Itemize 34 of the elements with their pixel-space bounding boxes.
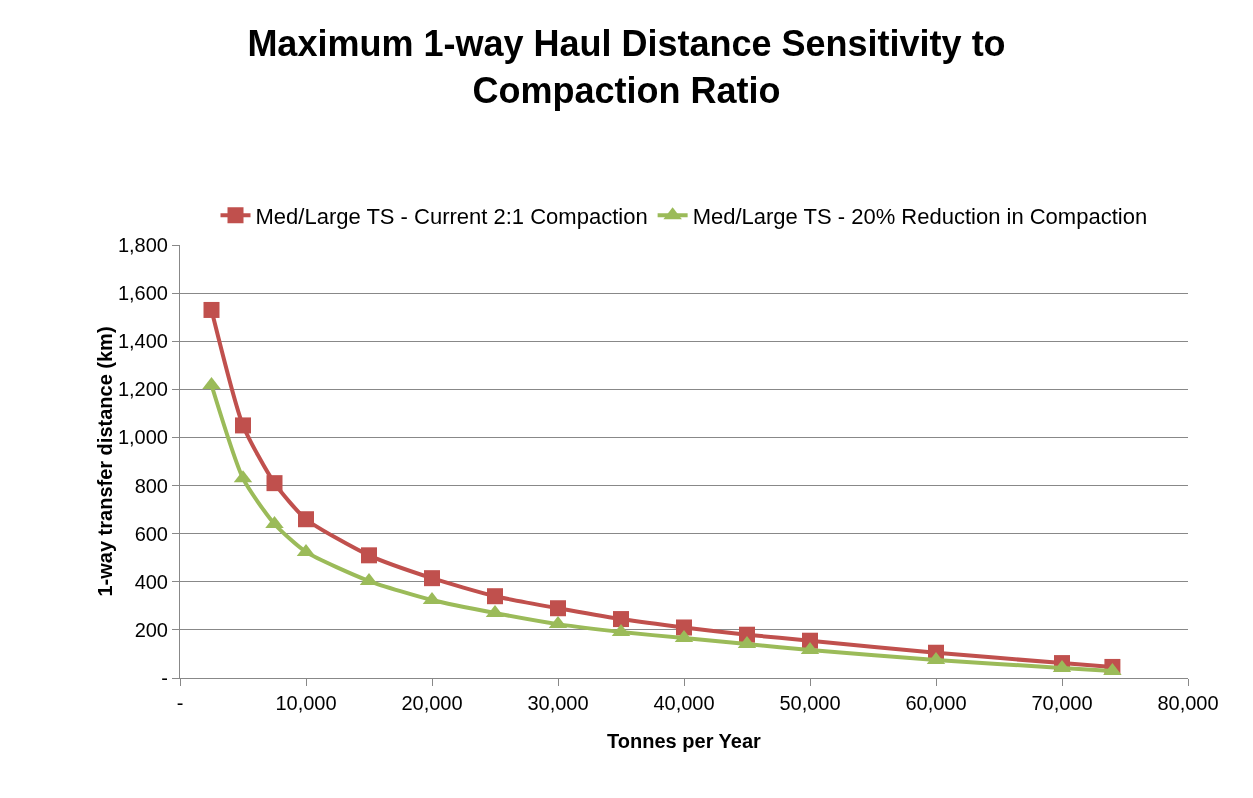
y-axis-title: 1-way transfer distance (km) xyxy=(93,326,116,597)
y-tick-label: 1,000 xyxy=(117,426,168,449)
y-tick-label: 1,600 xyxy=(117,282,168,305)
x-tick-label: 10,000 xyxy=(275,692,337,714)
point xyxy=(361,547,377,564)
y-tick-label: 200 xyxy=(134,618,168,641)
y-tick-label: 600 xyxy=(134,522,168,545)
x-tick-label: 20,000 xyxy=(401,692,463,714)
x-tick-label: 80,000 xyxy=(1157,692,1219,714)
x-axis-title: Tonnes per Year xyxy=(607,730,762,752)
point xyxy=(613,611,629,628)
x-tick-label: - xyxy=(176,692,184,714)
y-tick-label: 1,200 xyxy=(117,378,168,401)
y-tick-label: 400 xyxy=(134,570,168,593)
legend-label: Med/Large TS - 20% Reduction in Compaction xyxy=(692,203,1148,229)
point xyxy=(487,588,503,605)
point xyxy=(676,619,692,636)
x-tick-label: 70,000 xyxy=(1031,692,1093,714)
x-tick-label: 40,000 xyxy=(653,692,715,714)
y-tick-label: - xyxy=(161,667,168,689)
point xyxy=(266,475,283,492)
y-tick-label: 1,800 xyxy=(117,234,168,256)
x-tick-label: 60,000 xyxy=(905,692,967,714)
point xyxy=(235,417,251,434)
x-tick-label: 50,000 xyxy=(779,692,841,714)
x-tick-label: 30,000 xyxy=(527,692,589,714)
point xyxy=(203,301,220,318)
chart-title: Maximum 1-way Haul Distance Sensitivity to Compaction Ratio xyxy=(247,22,1006,111)
legend-label: Med/Large TS - Current 2:1 Compaction xyxy=(255,203,648,229)
point xyxy=(298,511,314,528)
y-tick-label: 1,400 xyxy=(117,330,168,353)
point xyxy=(550,600,566,617)
point xyxy=(424,570,440,587)
y-tick-label: 800 xyxy=(134,474,168,497)
